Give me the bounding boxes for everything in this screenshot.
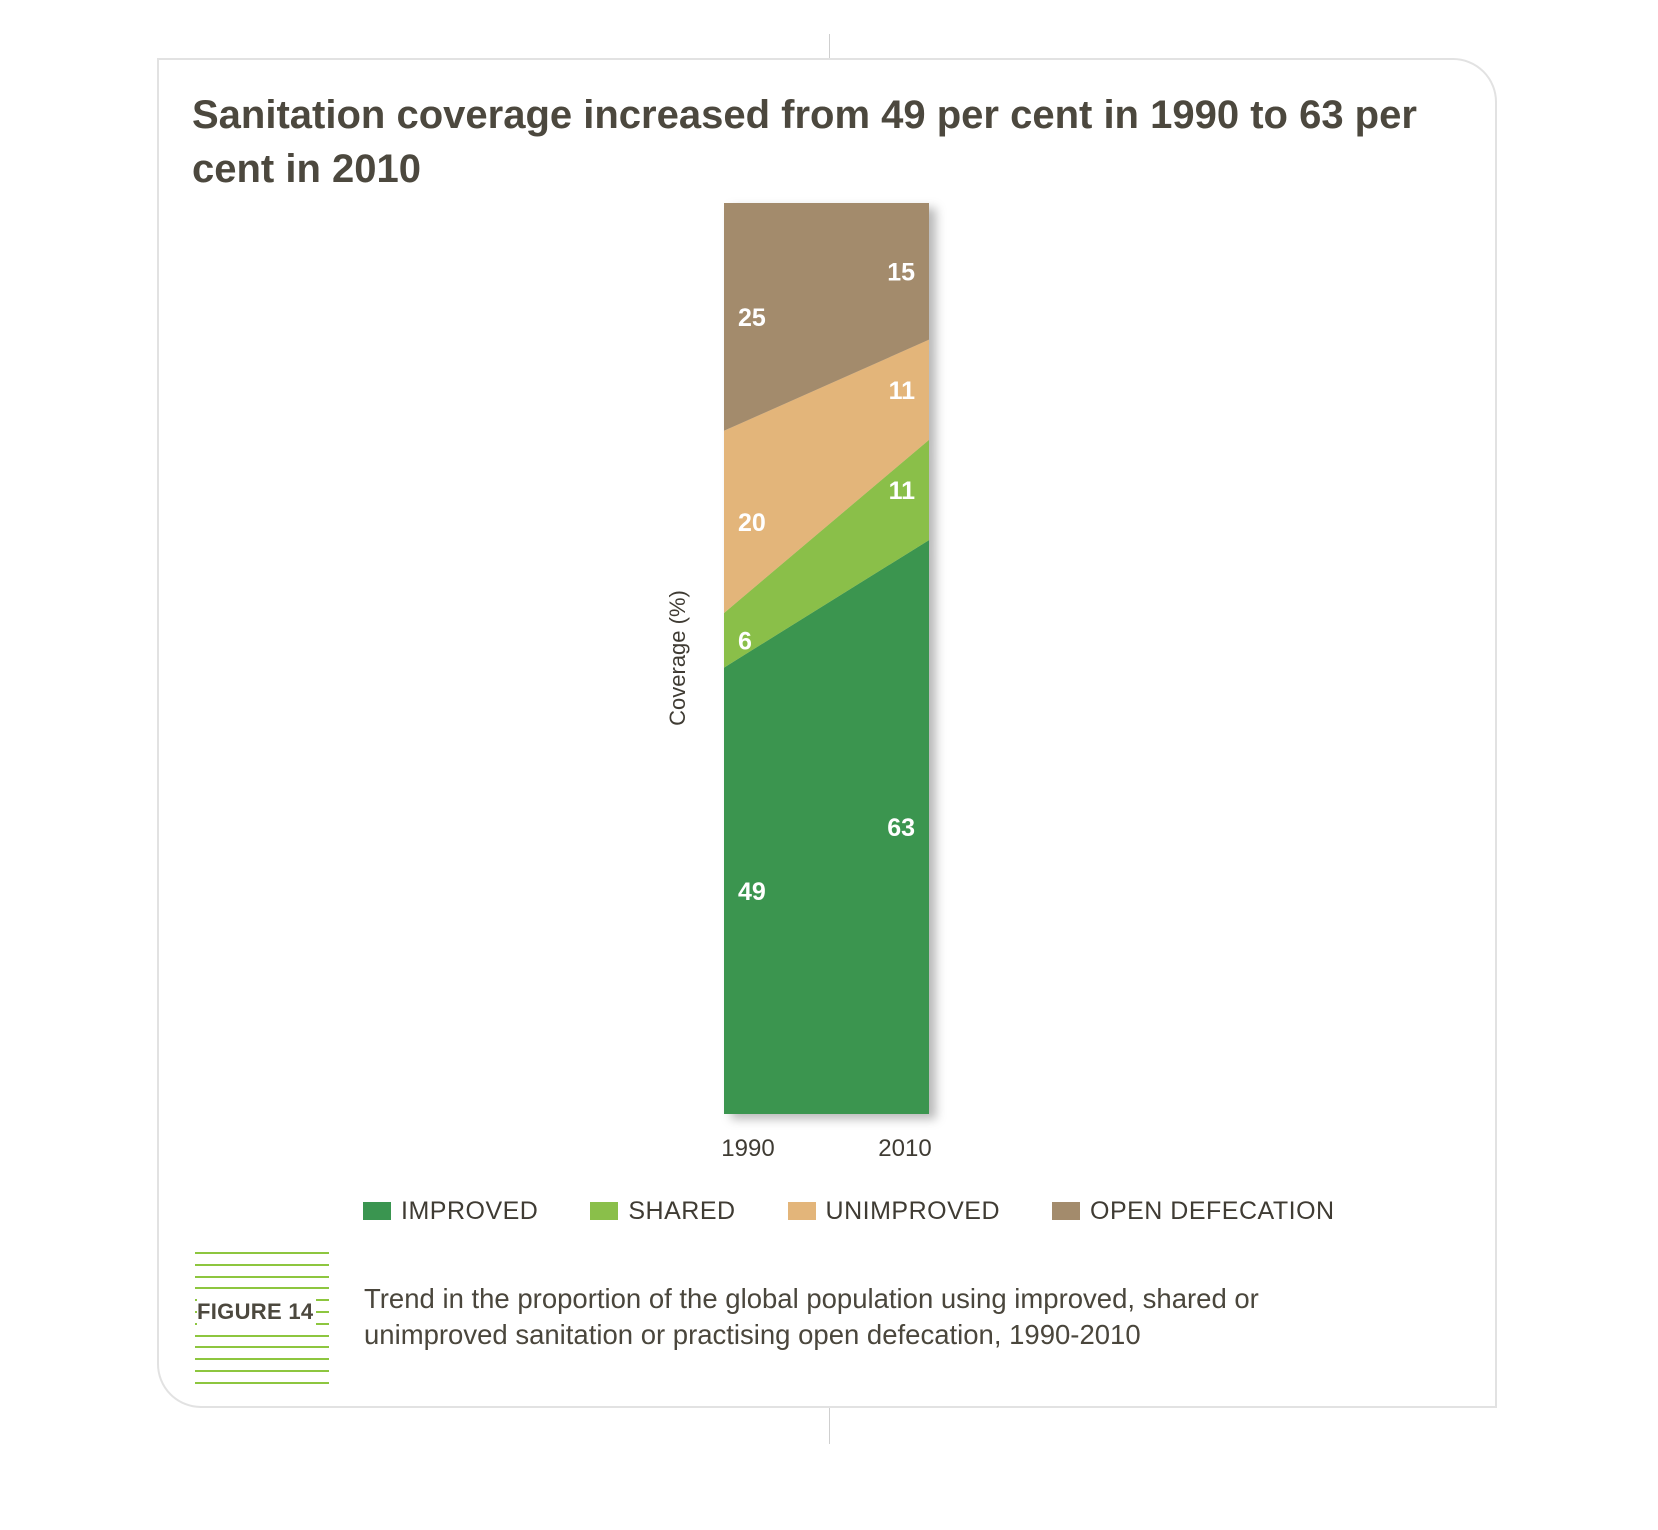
legend-swatch-shared <box>590 1202 619 1220</box>
data-label-shared-1990: 6 <box>738 627 752 655</box>
legend-label-improved: IMPROVED <box>401 1196 539 1225</box>
area-improved <box>724 540 929 1114</box>
y-axis-label: Coverage (%) <box>665 590 690 726</box>
data-label-open-defecation-2010: 15 <box>887 258 915 286</box>
crop-mark-bottom <box>829 1408 830 1444</box>
legend-item-shared: SHARED <box>590 1197 735 1226</box>
figure-number: FIGURE 14 <box>197 1299 317 1325</box>
data-label-open-defecation-1990: 25 <box>738 304 766 332</box>
area-unimproved <box>724 339 929 613</box>
area-open-defecation <box>724 203 929 431</box>
data-label-unimproved-2010: 11 <box>889 377 916 405</box>
data-labels: 49 63 6 11 20 11 25 15 <box>738 258 915 905</box>
x-axis: 1990 2010 <box>721 1135 931 1162</box>
legend-item-open-defecation: OPEN DEFECATION <box>1052 1197 1335 1226</box>
data-label-shared-2010: 11 <box>889 477 916 505</box>
plot-area <box>724 203 929 1114</box>
data-label-improved-2010: 63 <box>887 814 915 842</box>
legend-item-unimproved: UNIMPROVED <box>787 1196 1001 1226</box>
legend-swatch-improved <box>363 1202 391 1220</box>
legend-label-open-defecation: OPEN DEFECATION <box>1090 1196 1335 1225</box>
legend: IMPROVED SHARED UNIMPROVED OPEN DEFECATI… <box>363 1196 1387 1226</box>
crop-mark-top <box>829 34 830 58</box>
data-label-improved-1990: 49 <box>738 878 766 906</box>
data-label-unimproved-1990: 20 <box>738 509 766 537</box>
legend-swatch-unimproved <box>787 1202 816 1220</box>
x-tick-1990: 1990 <box>721 1135 774 1162</box>
chart-title: Sanitation coverage increased from 49 pe… <box>192 93 1417 191</box>
area-shared <box>724 439 929 668</box>
legend-item-improved: IMPROVED <box>363 1197 538 1226</box>
legend-label-shared: SHARED <box>628 1196 736 1225</box>
legend-label-unimproved: UNIMPROVED <box>825 1196 1001 1225</box>
figure-caption: Trend in the proportion of the global po… <box>364 1283 1259 1350</box>
x-tick-2010: 2010 <box>878 1135 931 1162</box>
legend-swatch-open-defecation <box>1052 1202 1081 1220</box>
